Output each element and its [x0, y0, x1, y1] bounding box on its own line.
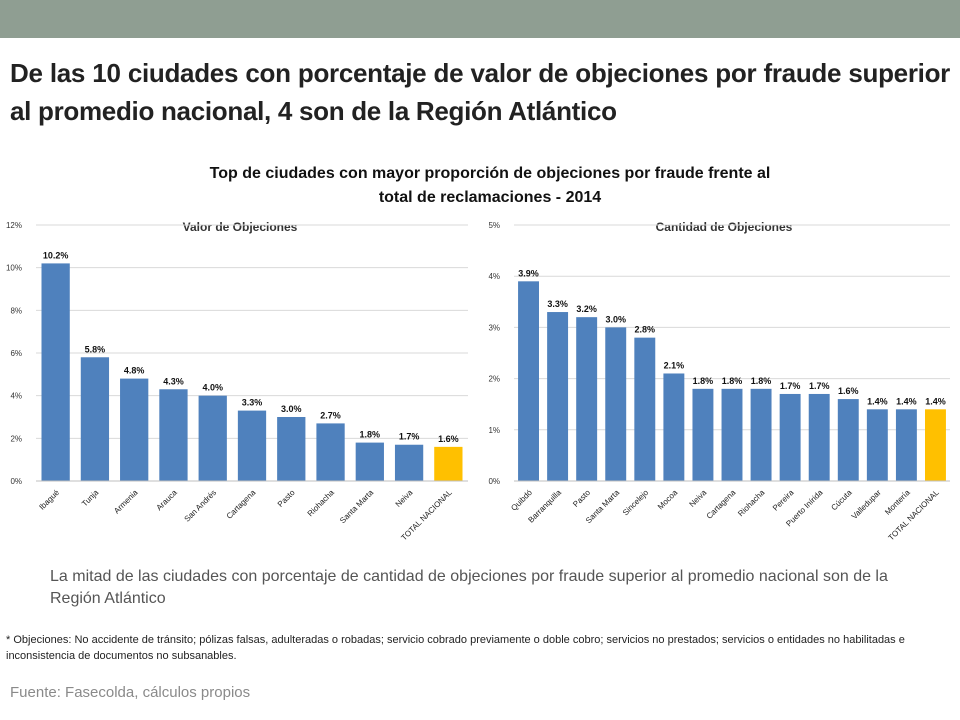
- category-label: Pereira: [771, 488, 796, 513]
- y-tick-label: 4%: [488, 272, 500, 281]
- y-tick-label: 0%: [488, 477, 500, 486]
- category-label: Neiva: [688, 488, 709, 509]
- category-label: Riohacha: [736, 488, 767, 519]
- category-label: Montería: [883, 488, 912, 517]
- data-label: 2.1%: [664, 360, 685, 370]
- data-label: 1.4%: [867, 396, 888, 406]
- bar: [576, 317, 598, 481]
- data-label: 3.2%: [576, 304, 597, 314]
- bar: [663, 373, 685, 481]
- chart-title: Top de ciudades con mayor proporción de …: [60, 162, 920, 210]
- y-tick-label: 8%: [10, 306, 22, 315]
- data-label: 3.0%: [281, 404, 302, 414]
- bar: [120, 378, 149, 481]
- category-label: Neiva: [394, 488, 415, 509]
- category-label: San Andrés: [183, 488, 219, 524]
- category-label: Arauca: [155, 488, 180, 513]
- data-label: 1.8%: [693, 376, 714, 386]
- bar: [394, 444, 424, 481]
- chart-title-line-1: Top de ciudades con mayor proporción de …: [209, 165, 771, 182]
- data-label: 3.9%: [518, 268, 539, 278]
- y-tick-label: 10%: [6, 264, 22, 273]
- footnote: * Objeciones: No accidente de tránsito; …: [6, 634, 905, 662]
- analysis-note: La mitad de las ciudades con porcentaje …: [50, 568, 888, 607]
- bar: [866, 409, 888, 481]
- data-label: 1.6%: [838, 386, 859, 396]
- bar: [434, 446, 463, 481]
- category-label: Armenia: [112, 488, 140, 516]
- data-label: 1.7%: [809, 381, 830, 391]
- data-label: 1.4%: [896, 396, 917, 406]
- data-label: 2.7%: [320, 410, 341, 420]
- bar: [837, 399, 859, 481]
- data-label: 5.8%: [85, 344, 106, 354]
- panel-title: Valor de Objeciones: [183, 220, 298, 234]
- bar: [750, 388, 772, 481]
- bar: [547, 312, 569, 481]
- bar: [237, 410, 267, 481]
- data-label: 3.3%: [547, 299, 568, 309]
- bar: [692, 388, 714, 481]
- data-label: 1.7%: [399, 432, 420, 442]
- valor-objeciones-chart: Valor de Objeciones 0% 2% 4% 6% 8% 10% 12% 10.2%…: [6, 220, 468, 542]
- y-tick-label: 12%: [6, 221, 22, 230]
- bar: [518, 281, 539, 481]
- panel-title: Cantidad de Objeciones: [656, 220, 793, 234]
- bar: [634, 337, 656, 481]
- category-label: Valledupar: [850, 488, 883, 521]
- y-tick-label: 4%: [10, 392, 22, 401]
- category-label: Tunja: [80, 488, 101, 509]
- bar: [80, 357, 110, 481]
- bar: [159, 389, 188, 481]
- source-citation: Fuente: Fasecolda, cálculos propios: [10, 684, 251, 701]
- category-label: Sincelejo: [621, 488, 651, 518]
- data-label: 1.8%: [751, 376, 772, 386]
- y-tick-label: 0%: [10, 477, 22, 486]
- category-label: Quibdó: [509, 488, 534, 513]
- bar: [605, 327, 627, 481]
- bar: [198, 395, 227, 481]
- bar: [895, 409, 917, 481]
- data-label: 1.6%: [438, 434, 459, 444]
- y-tick-label: 2%: [488, 375, 500, 384]
- y-tick-label: 1%: [488, 426, 500, 435]
- data-label: 2.8%: [635, 325, 656, 335]
- category-label: Ibagué: [37, 488, 61, 512]
- data-label: 4.0%: [202, 383, 223, 393]
- top-banner: [0, 0, 960, 38]
- data-label: 1.4%: [925, 396, 946, 406]
- category-label: TOTAL NACIONAL: [887, 488, 942, 543]
- bar: [316, 423, 345, 481]
- data-label: 3.0%: [605, 314, 626, 324]
- cantidad-objeciones-chart: Cantidad de Objeciones 0% 1% 2% 3% 4% 5% 3.9% Qu…: [488, 220, 950, 543]
- bar: [808, 393, 830, 481]
- data-label: 10.2%: [43, 250, 69, 260]
- data-label: 3.3%: [242, 398, 263, 408]
- category-label: Cartagena: [225, 488, 258, 521]
- bar: [925, 409, 946, 481]
- y-tick-label: 3%: [488, 323, 500, 332]
- category-label: Cúcuta: [829, 488, 854, 513]
- category-label: Santa Marta: [338, 488, 376, 526]
- data-label: 1.8%: [360, 430, 381, 440]
- category-label: Pasto: [571, 488, 592, 509]
- page-headline: De las 10 ciudades con porcentaje de val…: [10, 58, 950, 126]
- category-label: Mocoa: [656, 488, 680, 512]
- data-label: 4.3%: [163, 376, 184, 386]
- category-label: Riohacha: [306, 488, 337, 519]
- bar: [355, 442, 384, 481]
- data-label: 1.8%: [722, 376, 743, 386]
- category-label: Pasto: [276, 488, 297, 509]
- bar: [779, 393, 801, 481]
- data-label: 1.7%: [780, 381, 801, 391]
- y-tick-label: 6%: [10, 349, 22, 358]
- category-label: Cartagena: [705, 488, 738, 521]
- bar: [277, 417, 306, 481]
- bar: [721, 388, 743, 481]
- y-tick-label: 2%: [10, 434, 22, 443]
- y-tick-label: 5%: [488, 221, 500, 230]
- data-label: 4.8%: [124, 366, 145, 376]
- chart-title-line-2: total de reclamaciones - 2014: [378, 189, 602, 206]
- bar: [41, 263, 70, 481]
